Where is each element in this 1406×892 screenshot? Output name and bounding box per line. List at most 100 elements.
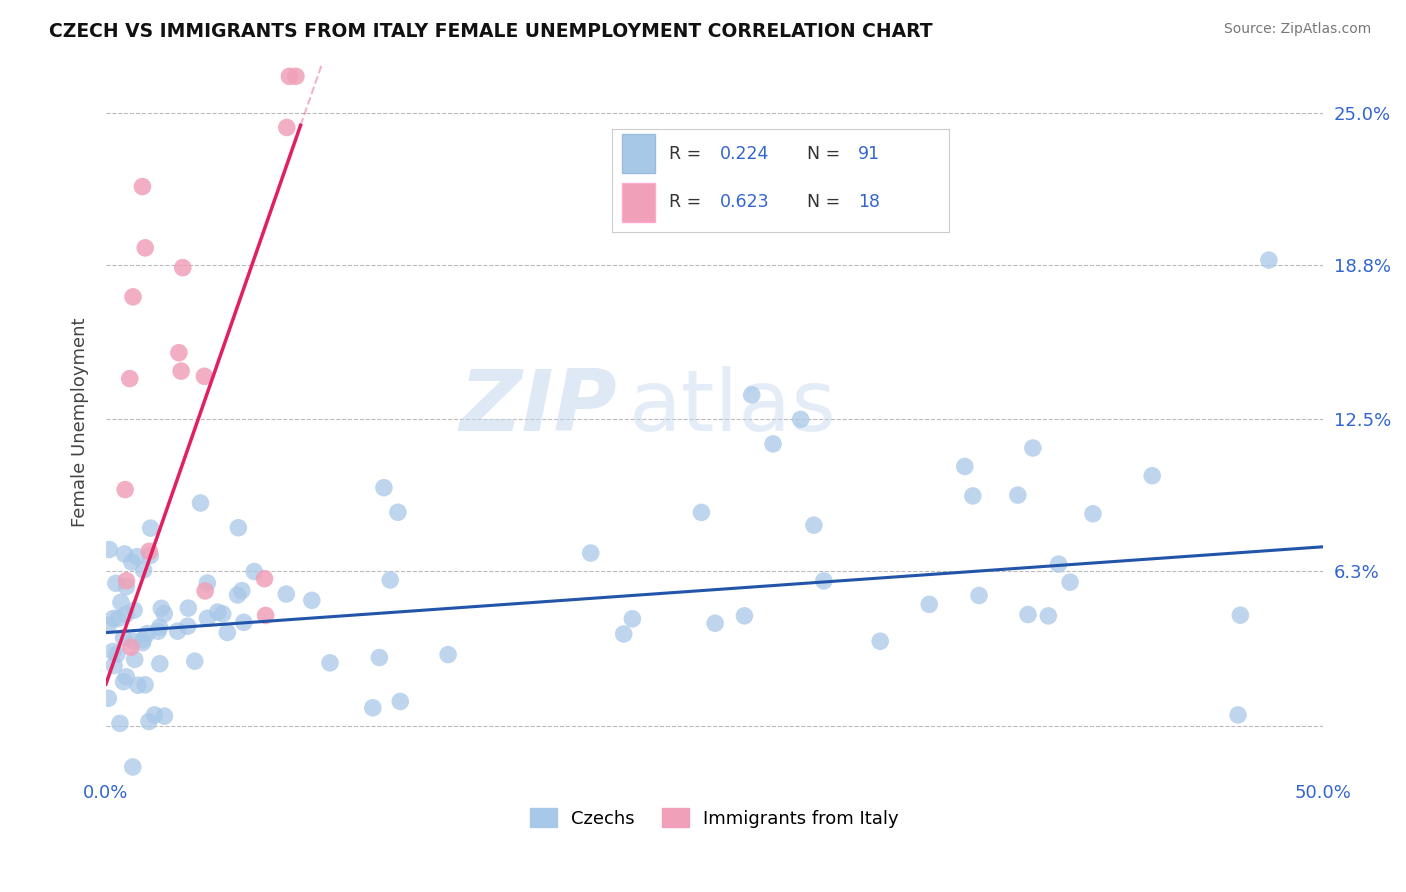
- Point: [149, 657, 172, 671]
- Point: [319, 656, 342, 670]
- Point: [190, 496, 212, 510]
- Y-axis label: Female Unemployment: Female Unemployment: [72, 317, 89, 526]
- Point: [114, 547, 136, 561]
- Point: [869, 634, 891, 648]
- Text: R =: R =: [669, 194, 707, 211]
- Point: [387, 505, 409, 519]
- Point: [121, 555, 143, 569]
- Point: [184, 654, 207, 668]
- Point: [803, 518, 825, 533]
- Point: [122, 290, 145, 304]
- Point: [105, 647, 128, 661]
- Point: [690, 505, 713, 519]
- Point: [207, 605, 229, 619]
- Point: [953, 459, 976, 474]
- Point: [98, 542, 121, 557]
- Text: ZIP: ZIP: [460, 366, 617, 449]
- Point: [613, 627, 636, 641]
- Point: [127, 678, 149, 692]
- Point: [153, 607, 176, 621]
- Point: [139, 521, 162, 535]
- Point: [211, 607, 233, 621]
- Point: [276, 587, 298, 601]
- Point: [121, 760, 143, 774]
- Text: N =: N =: [807, 194, 846, 211]
- Text: Source: ZipAtlas.com: Source: ZipAtlas.com: [1223, 22, 1371, 37]
- Point: [177, 601, 200, 615]
- Point: [243, 565, 266, 579]
- Point: [112, 631, 135, 645]
- Point: [789, 412, 811, 426]
- Point: [437, 648, 460, 662]
- Point: [131, 179, 153, 194]
- Point: [150, 601, 173, 615]
- Point: [122, 603, 145, 617]
- Point: [143, 707, 166, 722]
- Point: [194, 583, 217, 598]
- Point: [226, 588, 249, 602]
- Point: [131, 636, 153, 650]
- Point: [228, 521, 250, 535]
- Point: [962, 489, 984, 503]
- Point: [107, 611, 129, 625]
- Point: [136, 626, 159, 640]
- Legend: Czechs, Immigrants from Italy: Czechs, Immigrants from Italy: [523, 801, 907, 835]
- Point: [1007, 488, 1029, 502]
- Point: [967, 589, 990, 603]
- Point: [97, 691, 120, 706]
- Point: [579, 546, 602, 560]
- Point: [134, 241, 156, 255]
- Point: [368, 650, 391, 665]
- Point: [167, 345, 190, 359]
- Point: [284, 70, 307, 84]
- Point: [762, 437, 785, 451]
- Point: [278, 70, 301, 84]
- Point: [1257, 253, 1279, 268]
- Point: [195, 576, 218, 591]
- Text: 0.224: 0.224: [720, 145, 769, 163]
- Point: [373, 481, 395, 495]
- Point: [114, 483, 136, 497]
- Point: [115, 574, 138, 588]
- Point: [103, 611, 125, 625]
- Point: [125, 549, 148, 564]
- Text: R =: R =: [669, 145, 707, 163]
- Point: [115, 607, 138, 622]
- Point: [177, 619, 200, 633]
- Point: [148, 624, 170, 639]
- Point: [621, 612, 644, 626]
- Point: [1081, 507, 1104, 521]
- Point: [138, 714, 160, 729]
- Point: [918, 598, 941, 612]
- Point: [134, 678, 156, 692]
- Point: [108, 716, 131, 731]
- Text: 0.623: 0.623: [720, 194, 769, 211]
- Point: [153, 709, 176, 723]
- Point: [149, 620, 172, 634]
- Text: N =: N =: [807, 145, 846, 163]
- Point: [197, 611, 219, 625]
- Point: [1022, 441, 1045, 455]
- Text: atlas: atlas: [628, 366, 837, 449]
- Point: [1059, 575, 1081, 590]
- Point: [115, 580, 138, 594]
- Text: 18: 18: [858, 194, 880, 211]
- Point: [389, 694, 412, 708]
- Text: CZECH VS IMMIGRANTS FROM ITALY FEMALE UNEMPLOYMENT CORRELATION CHART: CZECH VS IMMIGRANTS FROM ITALY FEMALE UN…: [49, 22, 932, 41]
- Point: [232, 615, 254, 630]
- Point: [254, 608, 277, 623]
- Point: [704, 616, 727, 631]
- Point: [103, 658, 125, 673]
- Point: [120, 640, 142, 655]
- Point: [1017, 607, 1039, 622]
- Point: [132, 632, 155, 647]
- Point: [138, 544, 160, 558]
- Point: [231, 583, 253, 598]
- Point: [110, 595, 132, 609]
- Point: [101, 644, 124, 658]
- Point: [253, 572, 276, 586]
- Point: [122, 634, 145, 648]
- Point: [361, 701, 384, 715]
- Point: [276, 120, 298, 135]
- Point: [139, 549, 162, 563]
